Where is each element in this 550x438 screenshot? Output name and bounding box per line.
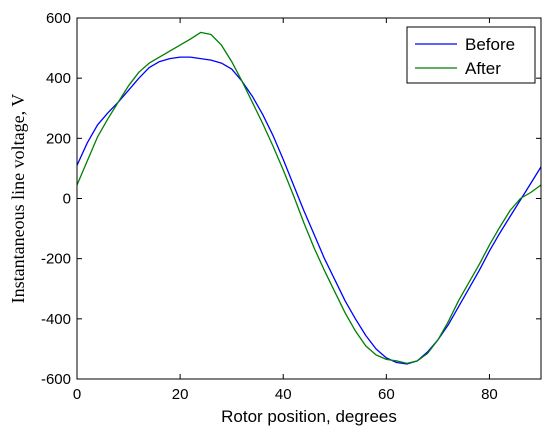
y-tick-label: 200 — [46, 130, 71, 147]
x-tick-label: 20 — [172, 386, 189, 403]
legend-box — [406, 26, 536, 84]
x-tick-label: 60 — [378, 386, 395, 403]
y-tick-label: 0 — [63, 191, 71, 208]
y-tick-label: -200 — [41, 251, 71, 268]
series-line-after — [76, 31, 542, 365]
y-axis-label: Instantaneous line voltage, V — [8, 94, 28, 304]
x-axis-label: Rotor position, degrees — [221, 407, 397, 426]
legend-label-after: After — [465, 59, 501, 78]
y-tick-label: -400 — [41, 311, 71, 328]
y-tick-label: 400 — [46, 70, 71, 87]
ticks-layer: 0 20 40 60 80 600 400 200 0 -200 -400 -600 — [41, 10, 541, 403]
x-tick-label: 40 — [275, 386, 292, 403]
series-layer — [76, 31, 542, 365]
legend-label-before: Before — [465, 35, 515, 54]
y-tick-label: -600 — [41, 371, 71, 388]
x-tick-label: 0 — [73, 386, 81, 403]
x-tick-label: 80 — [481, 386, 498, 403]
series-line-before — [76, 56, 542, 365]
y-tick-label: 600 — [46, 10, 71, 27]
legend: Before After — [406, 26, 536, 84]
